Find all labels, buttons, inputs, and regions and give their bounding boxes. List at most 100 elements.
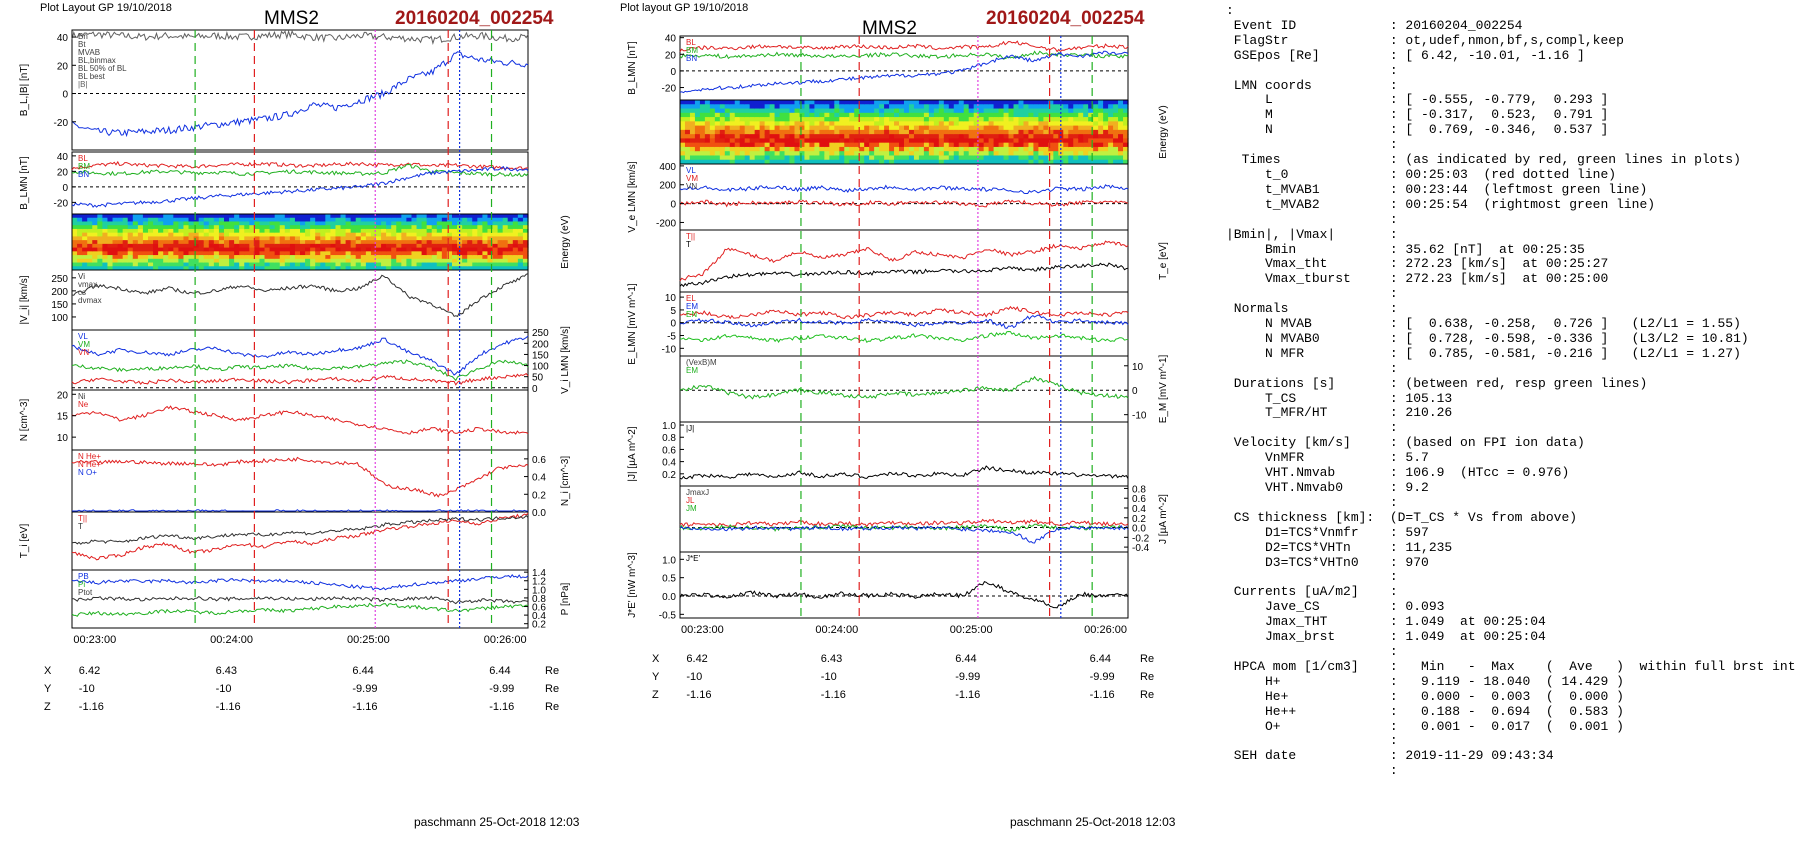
heatmap-cell	[122, 255, 129, 260]
heatmap-cell	[315, 221, 321, 226]
heatmap-cell	[943, 155, 950, 161]
heatmap-cell	[127, 240, 134, 245]
heatmap-cell	[249, 243, 255, 249]
heatmap-cell	[350, 258, 357, 264]
legend-entry: Ni	[78, 392, 86, 401]
heatmap-cell	[704, 129, 711, 135]
heatmap-cell	[386, 266, 392, 271]
heatmap-cell	[487, 221, 494, 226]
heatmap-cell	[198, 221, 205, 226]
heatmap-cell	[889, 159, 895, 165]
heatmap-cell	[899, 155, 905, 161]
heatmap-cell	[132, 240, 139, 245]
heatmap-cell	[804, 134, 811, 139]
heatmap-cell	[269, 232, 276, 237]
heatmap-cell	[310, 214, 316, 219]
heatmap-cell	[689, 129, 696, 135]
heatmap-cell	[234, 247, 240, 252]
heatmap-cell	[709, 138, 716, 144]
heatmap-cell	[87, 255, 93, 260]
heatmap-cell	[452, 262, 458, 267]
heatmap-cell	[694, 151, 701, 157]
panel-1: Energy (eV)	[679, 99, 1169, 165]
heatmap-cell	[1088, 142, 1094, 148]
heatmap-cell	[208, 217, 215, 223]
y-tick-label: -5	[667, 332, 676, 343]
heatmap-cell	[729, 125, 736, 131]
heatmap-cell	[704, 134, 711, 139]
heatmap-cell	[854, 151, 860, 157]
heatmap-cell	[814, 104, 820, 110]
heatmap-cell	[1043, 146, 1049, 152]
heatmap-cell	[436, 225, 443, 230]
heatmap-cell	[310, 266, 316, 271]
heatmap-cell	[689, 125, 696, 131]
legend-entry: BL 50% of BL	[78, 64, 127, 73]
heatmap-cell	[421, 232, 428, 237]
heatmap-cell	[983, 108, 990, 114]
y-tick-label: 20	[57, 390, 69, 401]
heatmap-cell	[198, 258, 205, 264]
series-line	[71, 514, 529, 545]
heatmap-cell	[779, 112, 786, 118]
heatmap-cell	[724, 104, 731, 110]
heatmap-cell	[849, 134, 855, 139]
heatmap-cell	[1043, 108, 1049, 114]
heatmap-cell	[365, 214, 372, 219]
heatmap-cell	[254, 255, 261, 260]
heatmap-cell	[1078, 121, 1084, 127]
heatmap-cell	[869, 108, 875, 114]
heatmap-cell	[1083, 129, 1089, 135]
heatmap-cell	[330, 255, 337, 260]
heatmap-cell	[72, 255, 78, 260]
heatmap-cell	[467, 214, 473, 219]
heatmap-cell	[1098, 151, 1104, 157]
heatmap-cell	[512, 221, 519, 226]
heatmap-cell	[829, 142, 835, 148]
heatmap-cell	[1063, 134, 1069, 139]
heatmap-cell	[203, 243, 210, 249]
heatmap-cell	[416, 243, 423, 249]
heatmap-cell	[1108, 112, 1114, 118]
heatmap-cell	[1068, 112, 1074, 118]
y-axis-label: |V_i| [km/s]	[19, 275, 30, 324]
heatmap-cell	[426, 214, 433, 219]
heatmap-cell	[289, 240, 296, 245]
heatmap-cell	[983, 100, 990, 105]
heatmap-cell	[694, 155, 701, 161]
heatmap-cell	[259, 221, 266, 226]
heatmap-cell	[953, 121, 960, 127]
heatmap-cell	[809, 151, 815, 157]
heatmap-cell	[284, 217, 291, 223]
heatmap-cell	[904, 151, 910, 157]
heatmap-cell	[844, 121, 850, 127]
heatmap-cell	[1093, 121, 1099, 127]
heatmap-cell	[289, 228, 296, 234]
heatmap-cell	[193, 214, 200, 219]
heatmap-cell	[794, 112, 801, 118]
heatmap-cell	[234, 266, 240, 271]
heatmap-cell	[254, 214, 261, 219]
heatmap-cell	[370, 240, 377, 245]
heatmap-cell	[1078, 151, 1084, 157]
heatmap-cell	[472, 232, 478, 237]
heatmap-cell	[694, 100, 701, 105]
heatmap-cell	[764, 155, 771, 161]
heatmap-cell	[844, 104, 850, 110]
heatmap-cell	[849, 112, 855, 118]
heatmap-cell	[294, 232, 301, 237]
heatmap-cell	[1008, 125, 1015, 131]
heatmap-cell	[87, 258, 93, 264]
y-tick-label: 200	[51, 287, 68, 298]
heatmap-cell	[132, 217, 139, 223]
heatmap-cell	[365, 243, 372, 249]
heatmap-cell	[1033, 117, 1039, 122]
heatmap-cell	[386, 240, 392, 245]
heatmap-cell	[933, 108, 940, 114]
heatmap-cell	[132, 247, 139, 252]
heatmap-cell	[198, 214, 205, 219]
heatmap-cell	[462, 232, 468, 237]
heatmap-cell	[107, 255, 114, 260]
heatmap-cell	[1003, 138, 1010, 144]
